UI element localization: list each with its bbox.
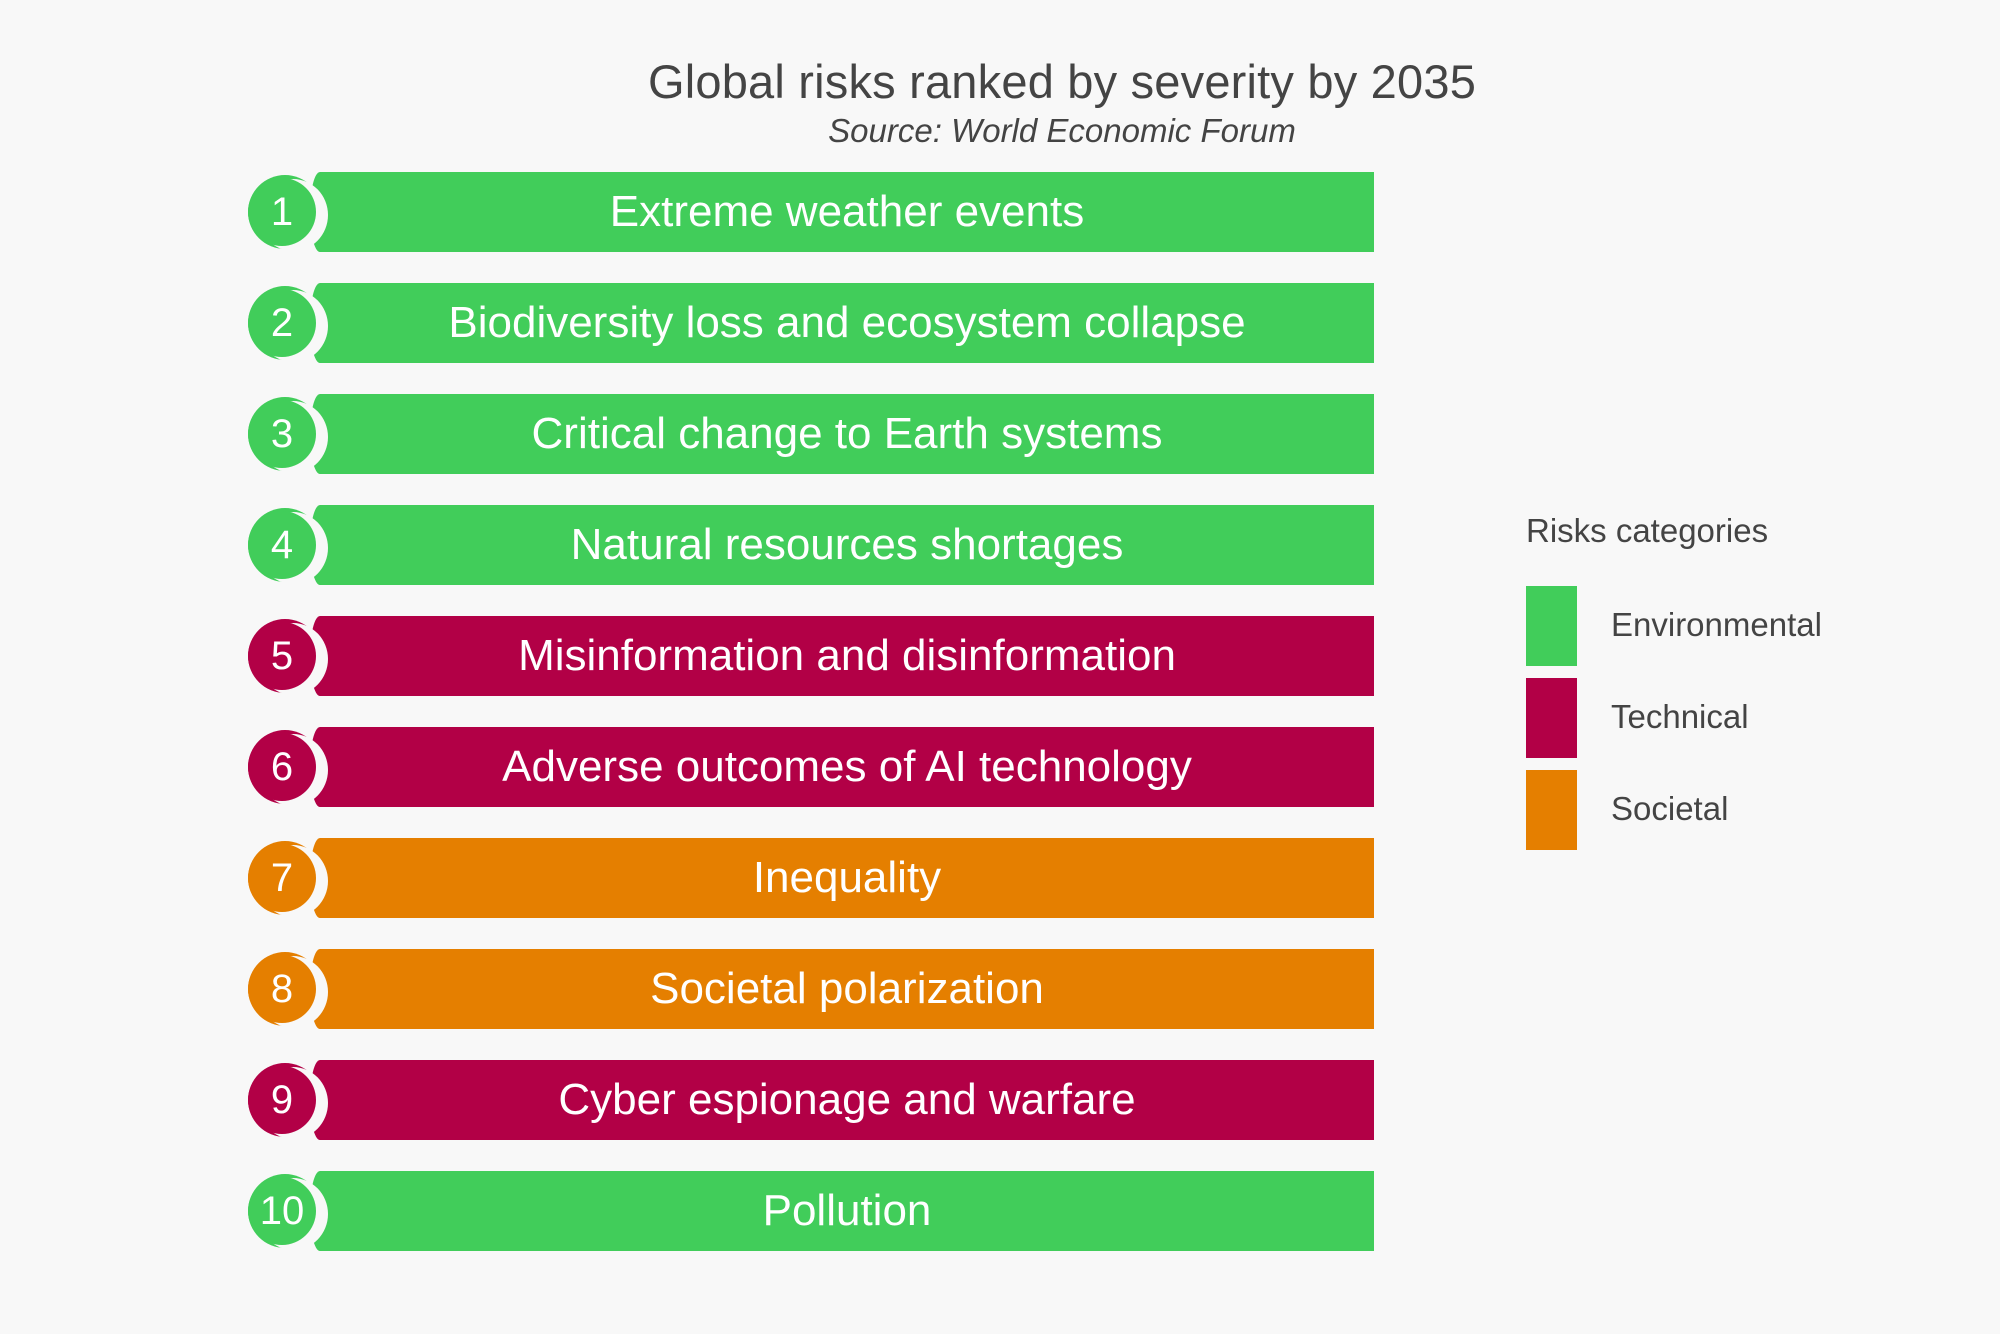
legend-swatch [1526, 770, 1577, 850]
legend-swatch [1526, 586, 1577, 666]
rank-badge: 6 [248, 733, 316, 801]
source-subtitle: Source: World Economic Forum [828, 112, 1296, 149]
rank-badge: 2 [248, 289, 316, 357]
risk-row: Cyber espionage and warfare 9 [244, 1060, 1374, 1140]
legend-label: Environmental [1611, 606, 1822, 643]
legend-item-environmental: Environmental [1526, 586, 1926, 666]
legend-label: Societal [1611, 790, 1729, 827]
legend-item-societal: Societal [1526, 770, 1926, 850]
risk-label: Natural resources shortages [570, 520, 1124, 569]
risk-row: Extreme weather events 1 [244, 172, 1374, 252]
rank-badge: 5 [248, 622, 316, 690]
legend-label: Technical [1611, 698, 1749, 735]
rank-badge: 4 [248, 511, 316, 579]
risk-row: Adverse outcomes of AI technology 6 [244, 727, 1374, 807]
risk-label: Cyber espionage and warfare [558, 1075, 1136, 1124]
legend-title: Risks categories [1526, 512, 1769, 549]
rank-badge: 8 [248, 955, 316, 1023]
risk-bar: Societal polarization [310, 949, 1374, 1029]
risk-bar: Biodiversity loss and ecosystem collapse [310, 283, 1374, 363]
risk-row: Natural resources shortages 4 [244, 505, 1374, 585]
risk-bar: Pollution [310, 1171, 1374, 1251]
legend-swatch [1526, 678, 1577, 758]
risk-row: Critical change to Earth systems 3 [244, 394, 1374, 474]
risk-label: Biodiversity loss and ecosystem collapse [448, 298, 1246, 347]
rank-badge: 3 [248, 400, 316, 468]
page-title: Global risks ranked by severity by 2035 [647, 55, 1477, 108]
rank-badge: 10 [248, 1177, 316, 1245]
legend-item-technical: Technical [1526, 678, 1926, 758]
risk-bar: Cyber espionage and warfare [310, 1060, 1374, 1140]
risk-label: Pollution [762, 1186, 932, 1235]
risk-bar: Adverse outcomes of AI technology [310, 727, 1374, 807]
rank-badge: 7 [248, 844, 316, 912]
rank-badge: 1 [248, 178, 316, 246]
rank-badge: 9 [248, 1066, 316, 1134]
risk-bar: Critical change to Earth systems [310, 394, 1374, 474]
risk-label: Societal polarization [650, 964, 1044, 1013]
risk-row: Misinformation and disinformation 5 [244, 616, 1374, 696]
risk-label: Adverse outcomes of AI technology [502, 742, 1192, 791]
risk-bar: Natural resources shortages [310, 505, 1374, 585]
risk-bar: Inequality [310, 838, 1374, 918]
risk-bar: Misinformation and disinformation [310, 616, 1374, 696]
risk-label: Critical change to Earth systems [531, 409, 1163, 458]
risk-label: Misinformation and disinformation [518, 631, 1176, 680]
risk-row: Inequality 7 [244, 838, 1374, 918]
risk-row: Pollution 10 [244, 1171, 1374, 1251]
risk-bar: Extreme weather events [310, 172, 1374, 252]
risk-label: Inequality [752, 853, 942, 902]
risk-row: Societal polarization 8 [244, 949, 1374, 1029]
risk-row: Biodiversity loss and ecosystem collapse… [244, 283, 1374, 363]
risk-label: Extreme weather events [609, 187, 1085, 236]
